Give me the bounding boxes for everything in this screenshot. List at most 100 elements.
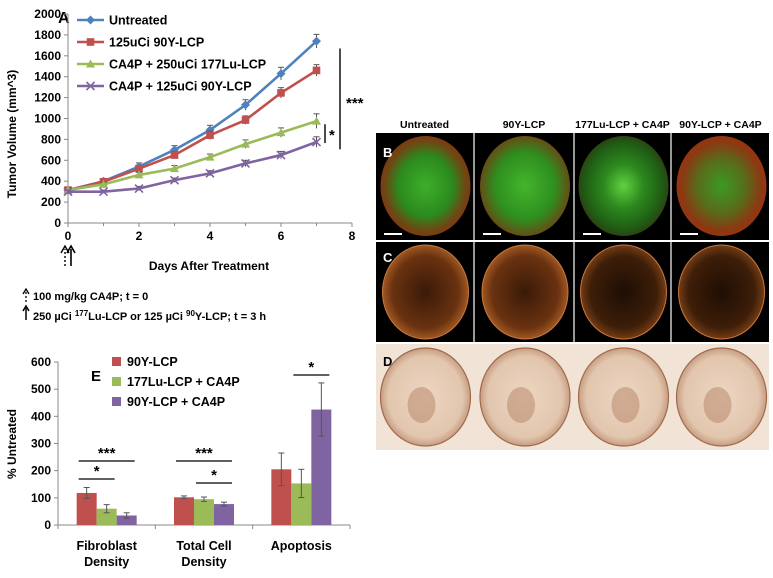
e-bar [291,483,312,525]
a-y-tick-label: 400 [41,174,61,188]
e-bar [271,469,292,525]
a-legend-label: Untreated [109,14,167,28]
e-bar [194,499,214,525]
e-legend-swatch [112,357,121,366]
a-point-x [240,158,251,169]
e-y-axis-label: % Untreated [5,409,19,479]
column-header: Untreated [400,119,449,131]
a-point-triangle [86,59,95,68]
e-y-tick-label: 100 [31,491,51,505]
e-y-tick-label: 0 [44,518,51,532]
e-category-label: Apoptosis [271,539,332,553]
a-y-tick-label: 1600 [34,49,61,63]
a-series-group [63,136,322,197]
a-y-tick-label: 2000 [34,7,61,21]
a-point-square [241,116,250,124]
a-series-line [68,140,317,193]
a-y-tick-label: 1400 [34,70,61,84]
e-category-label: Density [181,555,226,569]
e-bar [214,504,234,525]
tumor-section-cd31 [481,244,569,340]
a-point-triangle [170,164,179,173]
ihc-stain-region [407,387,436,423]
tumor-section-cd31 [678,244,765,340]
e-category-label: Fibroblast [76,539,137,553]
dose-note-2-text: 250 µCi 177Lu-LCP or 125 µCi 90Y-LCP; t … [33,309,266,323]
e-legend-label: 90Y-LCP + CA4P [127,395,225,409]
column-header: 90Y-LCP + CA4P [679,119,761,131]
tumor-section-fluorescence [480,136,570,236]
dose-note-1: 100 mg/kg CA4P; t = 0 [22,287,148,303]
tumor-section-fluorescence [578,136,669,236]
panel-b-label: B [383,145,392,160]
a-point-triangle [312,116,321,125]
e-y-tick-label: 300 [31,437,51,451]
e-sig-label: *** [98,445,116,462]
dose-note-1-text: 100 mg/kg CA4P; t = 0 [33,291,148,303]
e-legend-label: 177Lu-LCP + CA4P [127,375,240,389]
a-point-triangle [99,179,108,188]
tumor-section-fluorescence [380,136,471,236]
e-sig-label: * [94,463,100,480]
a-point-square [135,164,143,173]
histology-bar-chart: % Untreated E 0 100 200 300 400 500 600 90Y-LC… [5,355,351,569]
e-y-tick-label: 600 [31,355,51,369]
a-y-tick-label: 800 [41,132,61,146]
a-point-diamond [312,36,321,46]
a-x-tick-label: 4 [207,229,214,243]
tumor-volume-chart: A Tumor Volume (mm^3) Days After Treatme… [5,7,364,323]
a-y-tick-label: 1200 [34,91,61,105]
a-x-tick-label: 6 [278,229,285,243]
a-point-x [205,168,215,178]
a-point-diamond [241,100,250,110]
dose-note-2: 250 µCi 177Lu-LCP or 125 µCi 90Y-LCP; t … [22,304,266,323]
e-y-tick-label: 200 [31,464,51,478]
e-legend-swatch [112,397,121,406]
e-bar [76,492,97,525]
a-x-tick-label: 2 [136,229,143,243]
e-sig-label: * [211,467,217,484]
a-legend-label: 125uCi 90Y-LCP [109,36,204,50]
a-y-tick-label: 200 [41,195,61,209]
a-point-diamond [86,15,95,25]
a-y-tick-label: 1000 [34,112,61,126]
a-point-square [277,89,285,97]
e-category-label: Density [84,555,129,569]
a-sig-label: * [329,127,335,144]
tumor-section-ihc [577,347,670,447]
a-series-line [67,119,317,192]
a-sig-label: *** [346,95,364,112]
tumor-section-fluorescence [676,136,767,236]
column-header: 177Lu-LCP + CA4P [575,119,670,131]
y-axis-label: Tumor Volume (mm^3) [5,70,19,199]
e-y-tick-label: 400 [31,409,51,423]
a-y-tick-label: 1800 [34,28,61,42]
a-point-triangle [205,152,215,161]
a-point-x [276,150,286,160]
dosing-arrows [60,244,76,266]
a-point-square [206,131,214,140]
a-point-x [311,137,322,147]
a-y-tick-label: 600 [41,153,61,167]
a-x-tick-label: 0 [65,229,72,243]
a-legend-label: CA4P + 125uCi 90Y-LCP [109,80,252,94]
e-legend-swatch [112,377,121,386]
ihc-stain-region [507,387,535,423]
ihc-stain-region [703,387,732,423]
tumor-section-cd31 [580,244,667,340]
e-legend-label: 90Y-LCP [127,355,178,369]
a-point-triangle [241,139,250,148]
tumor-section-cd31 [382,244,469,340]
ihc-stain-region [611,387,640,423]
e-bar [116,515,137,525]
a-point-x [134,183,144,194]
e-category-label: Total Cell [176,539,231,553]
a-point-x [98,187,109,197]
a-point-x [85,81,96,91]
a-point-square [86,38,95,46]
a-point-diamond [276,69,286,79]
e-sig-label: * [308,359,314,376]
microscopy-panels: Untreated 90Y-LCP 177Lu-LCP + CA4P 90Y-LCP … [376,119,769,450]
a-x-tick-label: 8 [349,229,356,243]
